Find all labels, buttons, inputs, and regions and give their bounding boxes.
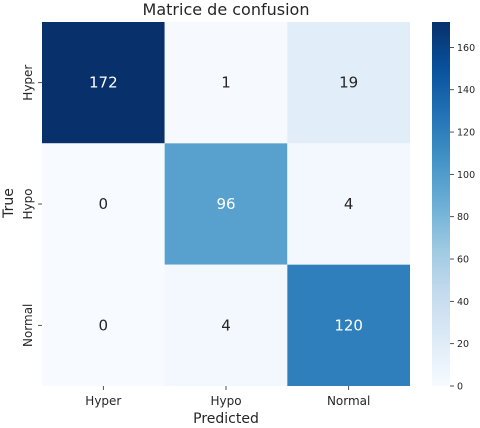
cell-annotation-0-1: 1 [221, 74, 231, 92]
colorbar-tick-label-4: 80 [457, 212, 469, 223]
y-tick-label-2: Normal [21, 304, 35, 347]
heatmap-cell-2-0 [42, 264, 165, 386]
cell-annotation-1-2: 4 [344, 195, 354, 213]
heatmap-cells [42, 22, 410, 386]
cell-annotation-2-1: 4 [221, 316, 231, 334]
x-axis-ticks: Hyper Hypo Normal [85, 386, 370, 408]
cell-annotation-2-2: 120 [334, 316, 363, 334]
cell-annotation-0-2: 19 [339, 74, 358, 92]
cell-annotation-1-1: 96 [216, 195, 235, 213]
colorbar-tick-label-0: 0 [457, 382, 463, 393]
heatmap-cell-1-2 [287, 143, 410, 265]
x-tick-label-1: Hypo [210, 394, 241, 408]
x-tick-label-0: Hyper [85, 394, 121, 408]
heatmap-annotations: 172 1 19 0 96 4 0 4 120 [89, 74, 363, 335]
x-axis-label: Predicted [193, 411, 259, 427]
colorbar-tick-label-2: 40 [457, 297, 469, 308]
colorbar-bar [432, 22, 450, 386]
colorbar-tick-label-8: 160 [457, 43, 475, 54]
colorbar-tick-label-7: 140 [457, 85, 475, 96]
y-tick-label-0: Hyper [21, 65, 35, 101]
heatmap-cell-0-2 [287, 22, 410, 144]
y-axis-label: True [1, 188, 17, 219]
heatmap-cell-1-1 [164, 143, 288, 265]
x-tick-label-2: Normal [327, 394, 370, 408]
colorbar-tick-label-3: 60 [457, 255, 469, 266]
y-tick-label-1: Hypo [21, 188, 35, 219]
heatmap-cell-2-1 [164, 264, 288, 386]
colorbar-tick-label-5: 100 [457, 170, 475, 181]
colorbar-tick-label-6: 120 [457, 128, 475, 139]
chart-title: Matrice de confusion [143, 0, 310, 19]
cell-annotation-1-0: 0 [99, 195, 109, 213]
heatmap-cell-1-0 [42, 143, 165, 265]
cell-annotation-0-0: 172 [89, 74, 118, 92]
heatmap-cell-2-2 [287, 264, 410, 386]
colorbar-tick-label-1: 20 [457, 339, 469, 350]
heatmap-cell-0-0 [42, 22, 165, 144]
colorbar: 0 20 40 60 80 100 120 140 160 [432, 22, 475, 393]
cell-annotation-2-0: 0 [99, 316, 109, 334]
heatmap-cell-0-1 [164, 22, 288, 144]
y-axis-ticks: Hyper Hypo Normal [21, 65, 42, 347]
